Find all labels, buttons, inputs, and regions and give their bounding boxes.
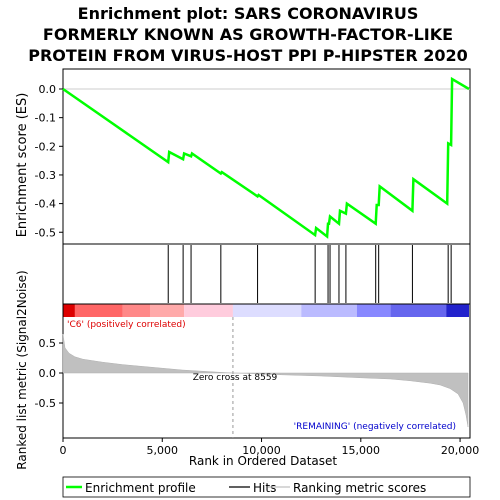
metric-tick-label: 0.5 xyxy=(39,337,57,350)
chart-title-line-3: PROTEIN FROM VIRUS-HOST PPI P-HIPSTER 20… xyxy=(28,46,467,65)
metric-tick-label: -0.5 xyxy=(35,397,56,410)
color-bar-segment xyxy=(301,304,357,317)
x-axis-label: Rank in Ordered Dataset xyxy=(189,454,337,468)
color-bar-segment xyxy=(390,304,447,317)
negative-correlation-label: 'REMAINING' (negatively correlated) xyxy=(294,422,456,432)
hits-panel-frame xyxy=(62,243,471,305)
legend-box xyxy=(62,476,471,498)
x-tick-label: 0 xyxy=(60,444,67,457)
legend-metric-label: Ranking metric scores xyxy=(293,481,426,495)
color-bar-segment xyxy=(184,304,233,317)
es-y-ticks: 0.0 -0.1 -0.2 -0.3 -0.4 -0.5 xyxy=(35,83,63,239)
es-tick-label: -0.3 xyxy=(35,169,56,182)
x-tick-label: 5,000 xyxy=(147,444,179,457)
es-y-axis-label: Enrichment score (ES) xyxy=(15,93,30,238)
x-tick-label: 15,000 xyxy=(342,444,381,457)
es-tick-label: -0.5 xyxy=(35,226,56,239)
legend-hits-label: Hits xyxy=(253,481,276,495)
es-tick-label: 0.0 xyxy=(39,83,57,96)
color-bar-segment xyxy=(122,304,151,317)
color-bar-segment xyxy=(356,304,391,317)
legend-profile-label: Enrichment profile xyxy=(85,481,196,495)
hits-group xyxy=(167,245,452,303)
es-panel-frame xyxy=(62,68,471,245)
es-tick-label: -0.2 xyxy=(35,140,56,153)
color-bar-segment xyxy=(446,304,470,317)
zero-cross-label: Zero cross at 8559 xyxy=(193,373,278,383)
color-bar-segment xyxy=(63,304,75,317)
color-bar-segment xyxy=(150,304,185,317)
color-bar-segment xyxy=(232,304,302,317)
positive-correlation-label: 'C6' (positively correlated) xyxy=(67,320,186,330)
enrichment-profile-line xyxy=(62,76,470,239)
x-axis-ticks: 0 5,000 10,000 15,000 20,000 xyxy=(60,438,480,457)
chart-title-line-1: Enrichment plot: SARS CORONAVIRUS xyxy=(78,4,419,23)
chart-title-line-2: FORMERLY KNOWN AS GROWTH-FACTOR-LIKE xyxy=(43,25,453,44)
es-tick-label: -0.4 xyxy=(35,198,56,211)
rank-color-bar xyxy=(63,304,470,317)
metric-y-ticks: 0.5 0.0 -0.5 xyxy=(35,337,63,410)
x-tick-label: 20,000 xyxy=(441,444,480,457)
x-tick-label: 10,000 xyxy=(242,444,281,457)
ranking-metric-area xyxy=(62,333,469,428)
es-tick-label: -0.1 xyxy=(35,112,56,125)
metric-tick-label: 0.0 xyxy=(39,367,57,380)
color-bar-segment xyxy=(74,304,123,317)
metric-y-axis-label: Ranked list metric (Signal2Noise) xyxy=(15,270,29,469)
